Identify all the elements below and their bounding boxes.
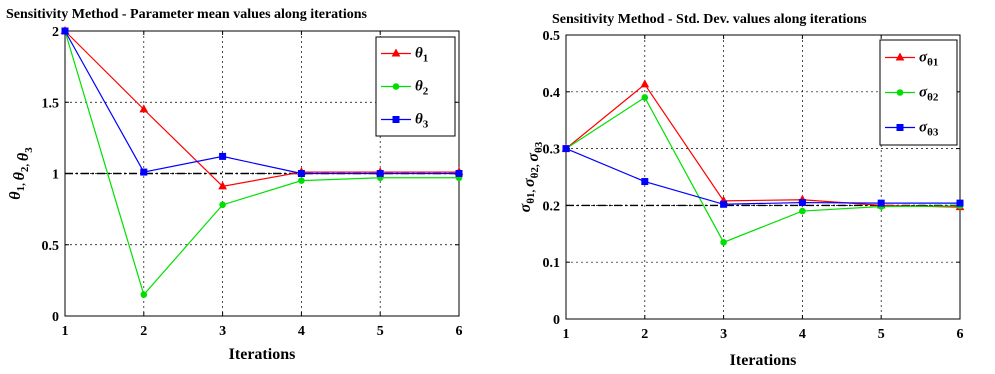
data-point: [642, 179, 648, 185]
legend-marker: [393, 84, 399, 90]
series-3: [563, 146, 963, 208]
x-tick-label: 5: [878, 327, 885, 342]
data-point: [62, 28, 68, 34]
data-point: [642, 95, 648, 101]
y-tick-label: 0.2: [543, 199, 561, 214]
legend-marker: [393, 117, 399, 123]
x-tick-label: 2: [641, 327, 648, 342]
legend-marker: [897, 90, 903, 96]
data-point: [377, 171, 383, 177]
data-point: [220, 202, 226, 208]
data-point: [721, 201, 727, 207]
y-axis-label: σθ1, σθ2, σθ3: [517, 141, 545, 212]
x-axis-label: Iterations: [730, 352, 797, 369]
data-point: [799, 200, 805, 206]
y-axis-label: θ1, θ2, θ3: [7, 147, 35, 200]
x-tick-label: 4: [799, 327, 806, 342]
x-tick-label: 2: [140, 324, 147, 339]
y-tick-label: 0.3: [543, 143, 561, 158]
y-tick-label: 1.5: [42, 96, 60, 111]
data-point: [800, 208, 806, 214]
series-line: [566, 149, 960, 205]
chart-title: Sensitivity Method - Std. Dev. values al…: [552, 12, 867, 27]
x-tick-label: 4: [298, 324, 305, 339]
data-point: [299, 178, 305, 184]
data-point: [141, 169, 147, 175]
x-tick-label: 1: [563, 327, 570, 342]
data-point: [957, 200, 963, 206]
legend-marker: [897, 125, 903, 131]
y-tick-label: 1: [52, 168, 59, 183]
chart-1: Sensitivity Method - Parameter mean valu…: [6, 7, 463, 363]
x-tick-label: 6: [456, 324, 463, 339]
data-point: [220, 153, 226, 159]
y-tick-label: 0: [553, 313, 560, 328]
x-tick-label: 3: [720, 327, 727, 342]
data-point: [456, 171, 462, 177]
x-axis-label: Iterations: [229, 346, 296, 363]
x-tick-label: 3: [219, 324, 226, 339]
x-tick-label: 1: [62, 324, 69, 339]
x-tick-label: 5: [377, 324, 384, 339]
y-tick-label: 0.5: [543, 29, 561, 44]
data-point: [563, 146, 569, 152]
chart-title: Sensitivity Method - Parameter mean valu…: [6, 7, 368, 22]
data-point: [141, 292, 147, 298]
data-point: [641, 80, 648, 87]
x-tick-label: 6: [957, 327, 964, 342]
y-tick-label: 0.4: [543, 86, 561, 101]
y-tick-label: 0: [52, 310, 59, 325]
chart-2: Sensitivity Method - Std. Dev. values al…: [517, 12, 964, 369]
data-point: [298, 171, 304, 177]
y-tick-label: 0.1: [543, 256, 561, 271]
y-tick-label: 0.5: [42, 239, 60, 254]
y-tick-label: 2: [52, 25, 59, 40]
data-point: [878, 200, 884, 206]
data-point: [721, 240, 727, 246]
